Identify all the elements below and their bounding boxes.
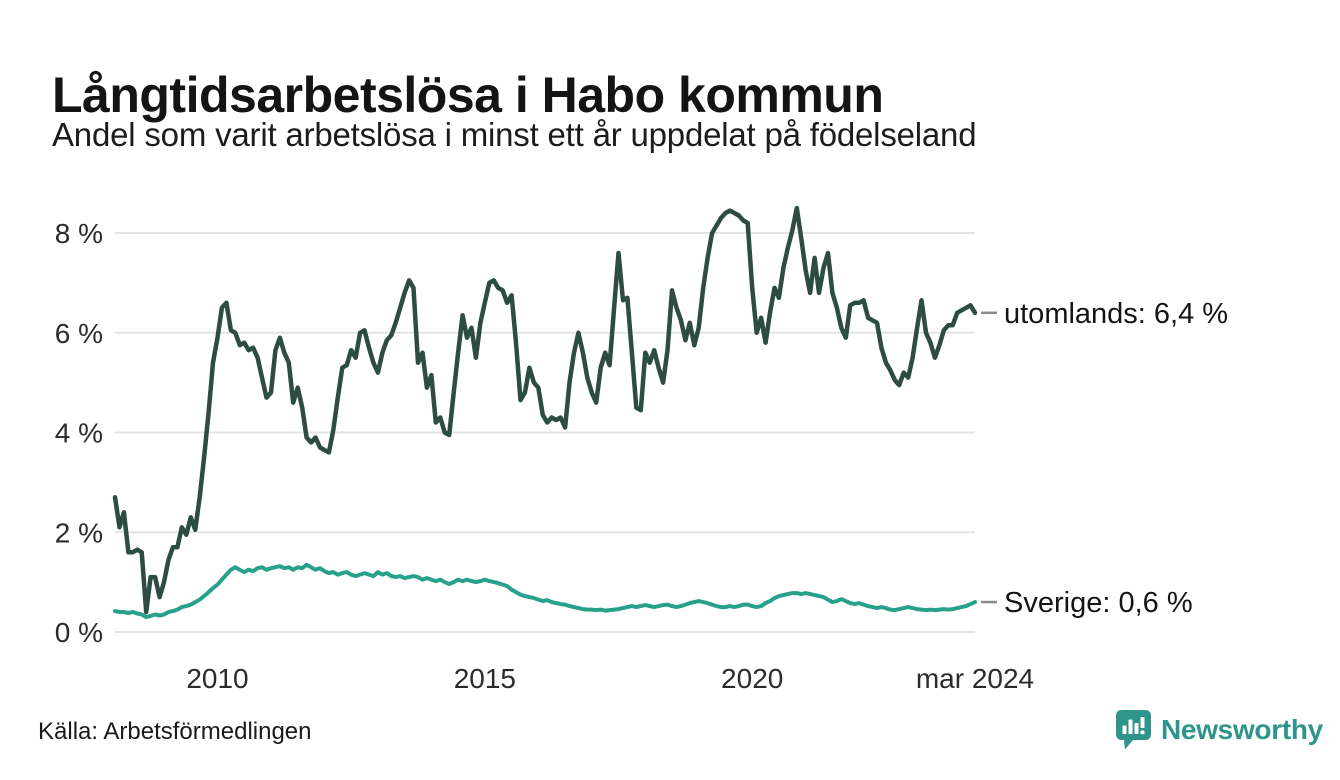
- series-end-label-utomlands: utomlands: 6,4 %: [1004, 298, 1228, 330]
- y-tick-label-6: 6 %: [55, 318, 103, 349]
- exclamation-glyph: [1140, 730, 1145, 735]
- bar-chart-glyph: [1122, 725, 1127, 734]
- y-tick-label-0: 0 %: [55, 617, 103, 648]
- chart-subtitle: Andel som varit arbetslösa i minst ett å…: [52, 116, 977, 153]
- bar-chart-glyph: [1134, 723, 1139, 734]
- source-note: Källa: Arbetsförmedlingen: [38, 718, 312, 745]
- exclamation-glyph: [1140, 717, 1145, 728]
- x-tick-label-2010: 2010: [186, 663, 248, 694]
- bar-chart-glyph: [1128, 719, 1133, 734]
- series-end-label-Sverige: Sverige: 0,6 %: [1004, 587, 1193, 619]
- speech-bubble-shape: [1116, 710, 1151, 750]
- newsworthy-logo: Newsworthy: [1115, 709, 1323, 751]
- y-tick-label-2: 2 %: [55, 517, 103, 548]
- x-tick-label-2020: 2020: [721, 663, 783, 694]
- x-tick-label-mar 2024: mar 2024: [916, 663, 1034, 694]
- page-title: Långtidsarbetslösa i Habo kommun: [52, 66, 884, 123]
- series-line-Sverige: [113, 562, 977, 619]
- y-tick-label-4: 4 %: [55, 418, 103, 449]
- y-tick-label-8: 8 %: [55, 218, 103, 249]
- brand-name: Newsworthy: [1161, 714, 1323, 745]
- series-line-utomlands: [112, 205, 978, 615]
- newsworthy-icon: [1116, 710, 1151, 750]
- x-tick-label-2015: 2015: [454, 663, 516, 694]
